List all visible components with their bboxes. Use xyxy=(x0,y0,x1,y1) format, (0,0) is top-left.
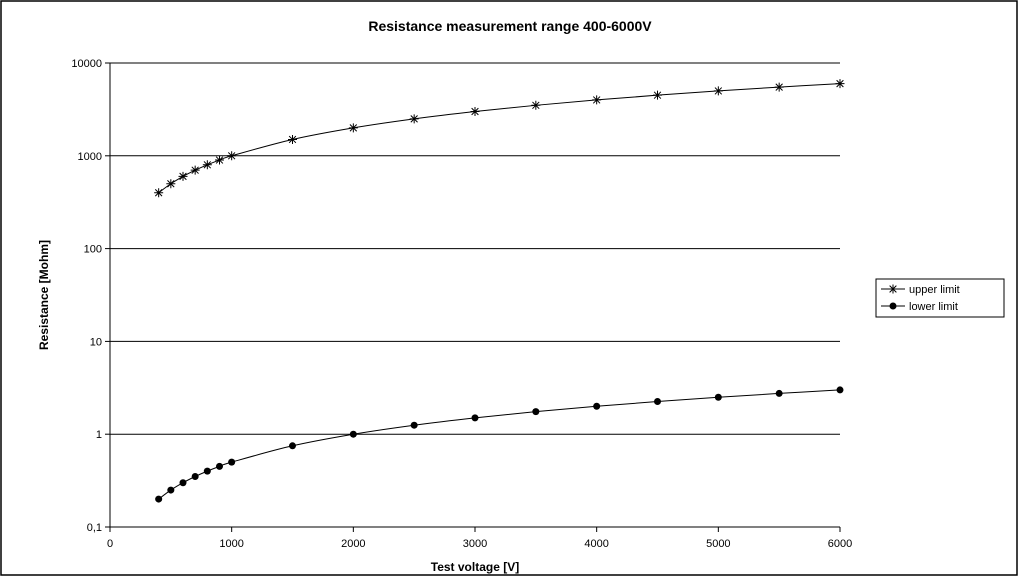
legend-marker-lower-limit xyxy=(889,302,897,310)
data-point-lower-limit xyxy=(216,462,223,470)
data-point-lower-limit xyxy=(471,414,479,422)
legend-box xyxy=(875,278,1005,318)
x-axis-title: Test voltage [V] xyxy=(431,560,519,574)
data-point-lower-limit xyxy=(836,386,844,394)
y-axis-title: Resistance [Mohm] xyxy=(37,240,51,350)
data-point-lower-limit xyxy=(410,421,418,429)
data-point-upper-limit xyxy=(190,165,200,175)
legend-label-upper-limit: upper limit xyxy=(909,284,960,296)
data-point-upper-limit xyxy=(713,86,723,96)
series-layer xyxy=(154,79,845,503)
y-tick-label: 10 xyxy=(90,336,102,348)
y-tick-label: 1000 xyxy=(78,151,102,163)
data-point-lower-limit xyxy=(349,430,357,438)
data-point-upper-limit xyxy=(348,123,358,133)
y-tick-label: 100 xyxy=(84,244,102,256)
data-point-lower-limit xyxy=(714,393,722,401)
data-point-lower-limit xyxy=(167,486,175,494)
data-point-lower-limit xyxy=(155,495,163,503)
legend: upper limit lower limit xyxy=(875,278,1005,318)
y-tick-label: 10000 xyxy=(71,58,102,70)
x-tick-label: 1000 xyxy=(219,538,243,550)
x-tick-label: 5000 xyxy=(706,538,730,550)
data-point-lower-limit xyxy=(228,458,236,466)
plot-area xyxy=(110,63,840,527)
data-point-lower-limit xyxy=(775,389,783,397)
legend-label-lower-limit: lower limit xyxy=(909,301,958,313)
legend-marker-upper-limit xyxy=(888,284,898,294)
x-tick-label: 6000 xyxy=(828,538,852,550)
data-point-upper-limit xyxy=(470,107,480,117)
data-point-upper-limit xyxy=(154,188,164,198)
x-tick-label: 3000 xyxy=(463,538,487,550)
y-tick-label: 1 xyxy=(96,429,102,441)
data-point-upper-limit xyxy=(166,179,176,189)
x-tick-label: 4000 xyxy=(584,538,608,550)
data-point-upper-limit xyxy=(531,100,541,110)
data-point-lower-limit xyxy=(179,479,187,487)
data-point-lower-limit xyxy=(203,467,211,475)
data-point-lower-limit xyxy=(191,473,199,481)
data-point-lower-limit xyxy=(289,442,296,450)
data-point-upper-limit xyxy=(409,114,419,124)
y-tick-label: 0,1 xyxy=(87,522,102,534)
data-point-upper-limit xyxy=(592,95,602,105)
gridlines xyxy=(110,62,840,527)
data-point-upper-limit xyxy=(202,160,212,170)
data-point-upper-limit xyxy=(653,90,662,100)
x-tick-label: 2000 xyxy=(341,538,365,550)
x-tick-label: 0 xyxy=(107,538,113,550)
data-point-upper-limit xyxy=(215,155,224,165)
data-point-upper-limit xyxy=(774,82,784,92)
axes: 0,1 1 10 100 1000 10000 0 1000 2000 3000 4000 5000 6… xyxy=(71,58,852,550)
data-point-upper-limit xyxy=(835,79,845,89)
data-point-lower-limit xyxy=(593,402,601,410)
data-point-lower-limit xyxy=(532,408,540,416)
data-point-upper-limit xyxy=(178,171,188,181)
chart-title: Resistance measurement range 400-6000V xyxy=(368,18,652,34)
data-point-upper-limit xyxy=(288,134,297,144)
data-point-lower-limit xyxy=(654,398,661,406)
data-point-upper-limit xyxy=(227,151,237,161)
